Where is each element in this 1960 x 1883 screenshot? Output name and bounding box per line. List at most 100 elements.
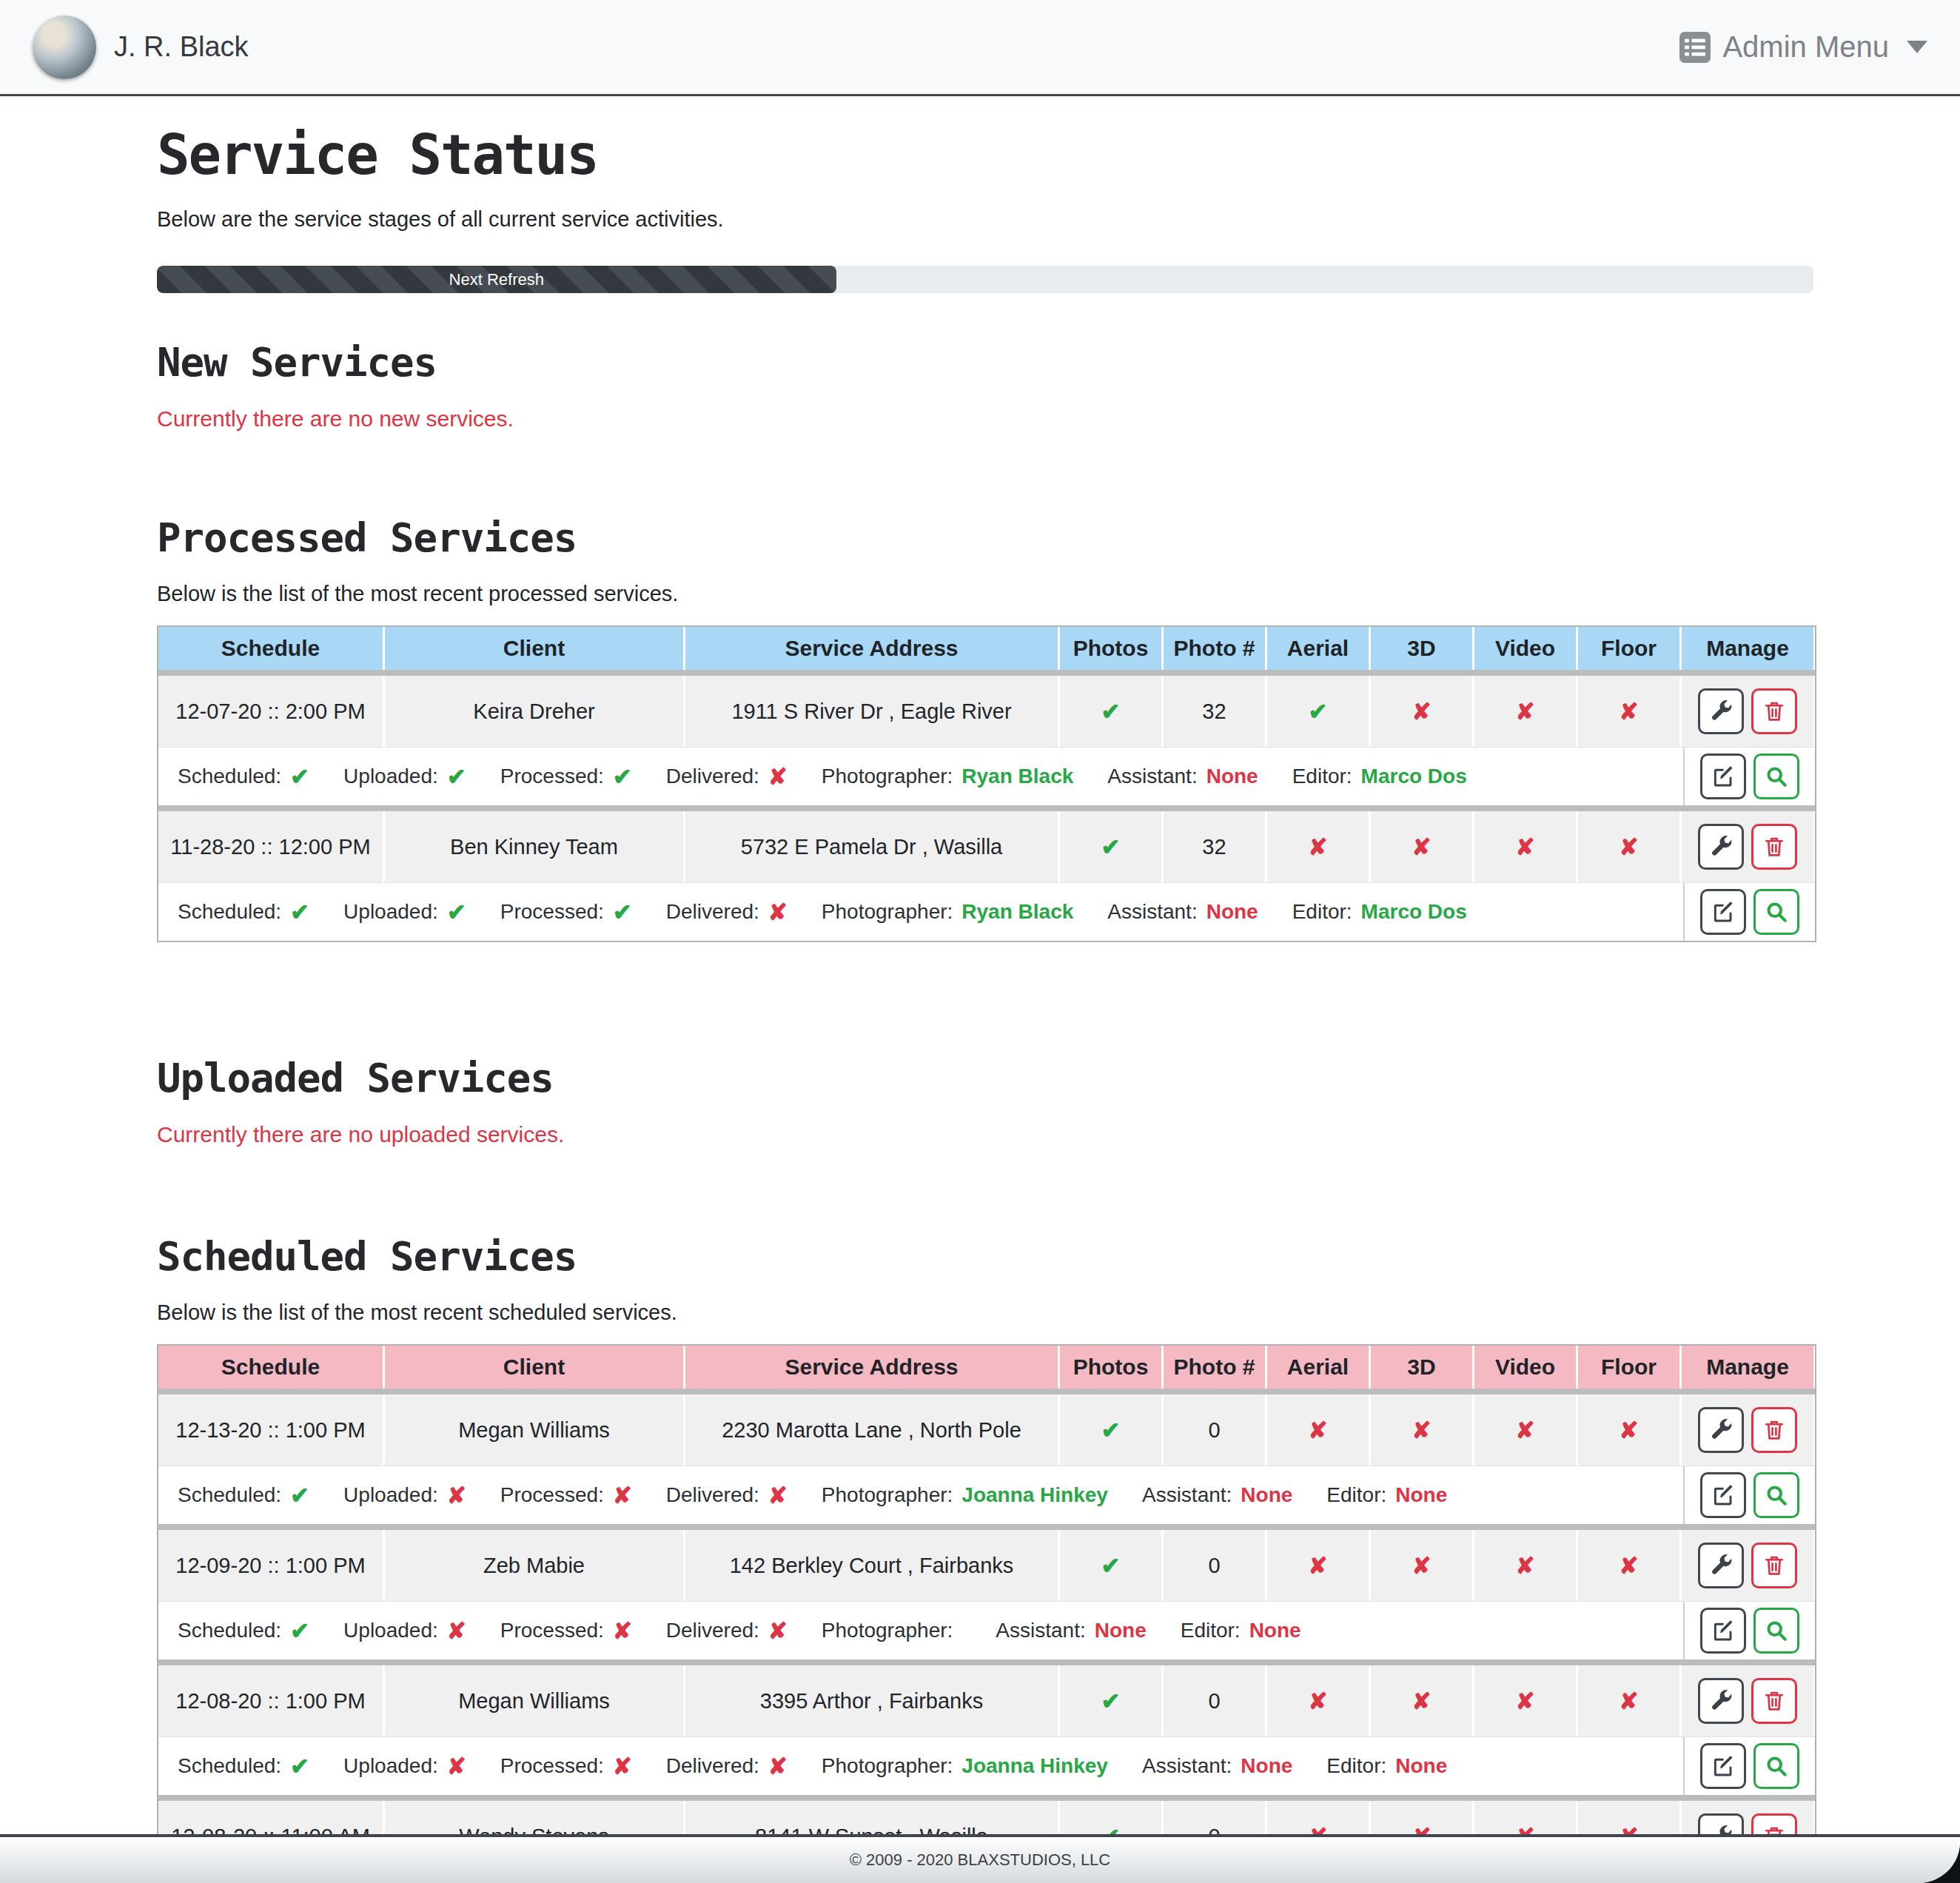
status-uploaded: Uploaded:✘ bbox=[343, 1754, 466, 1778]
address-cell: 3395 Arthor , Fairbanks bbox=[685, 1665, 1060, 1736]
photos-cell: ✔ bbox=[1060, 1394, 1164, 1466]
cross-icon: ✘ bbox=[1516, 700, 1535, 723]
column-header: 3D bbox=[1371, 1346, 1474, 1389]
status-uploaded: Uploaded: ✔ bbox=[343, 900, 466, 924]
view-button[interactable] bbox=[1753, 1472, 1799, 1518]
status-row-details: Scheduled:✔Uploaded:✘Processed:✘Delivere… bbox=[158, 1602, 1683, 1659]
column-header: Service Address bbox=[685, 1346, 1060, 1389]
delete-button[interactable] bbox=[1751, 824, 1797, 870]
scheduled-services-table: ScheduleClientService AddressPhotosPhoto… bbox=[157, 1344, 1816, 1883]
video-cell: ✘ bbox=[1474, 1394, 1578, 1466]
check-icon: ✔ bbox=[1309, 700, 1328, 723]
status-photographer: Photographer:Ryan Black bbox=[822, 900, 1073, 924]
cross-icon: ✘ bbox=[768, 1755, 788, 1778]
view-button[interactable] bbox=[1753, 889, 1799, 935]
status-assistant: Assistant:None bbox=[1142, 1754, 1292, 1778]
column-header: Photo # bbox=[1164, 627, 1267, 670]
address-cell: 5732 E Pamela Dr , Wasilla bbox=[685, 811, 1060, 882]
assistant-label: Assistant: bbox=[1142, 1754, 1232, 1778]
admin-menu-button[interactable]: Admin Menu bbox=[1679, 30, 1927, 64]
aerial-cell: ✔ bbox=[1267, 676, 1371, 747]
main-content: Service Status Below are the service sta… bbox=[157, 96, 1813, 1883]
status-assistant: Assistant:None bbox=[1107, 900, 1258, 924]
check-icon: ✔ bbox=[447, 901, 466, 924]
floor-cell: ✘ bbox=[1578, 1530, 1682, 1601]
manage-cell bbox=[1682, 1394, 1813, 1466]
uploaded-label: Uploaded: bbox=[343, 900, 438, 924]
delete-button[interactable] bbox=[1751, 1678, 1797, 1724]
view-button[interactable] bbox=[1753, 753, 1799, 799]
table-header-row: ScheduleClientService AddressPhotosPhoto… bbox=[158, 627, 1815, 670]
schedule-cell: 11-28-20 :: 12:00 PM bbox=[158, 811, 385, 882]
photographer-name: Ryan Black bbox=[961, 900, 1073, 924]
edit-button[interactable] bbox=[1700, 1608, 1746, 1654]
assistant-name: None bbox=[1206, 765, 1258, 788]
column-header: Aerial bbox=[1267, 1346, 1371, 1389]
wrench-button[interactable] bbox=[1698, 824, 1744, 870]
edit-button[interactable] bbox=[1700, 889, 1746, 935]
status-uploaded: Uploaded:✘ bbox=[343, 1483, 466, 1507]
check-icon: ✔ bbox=[1101, 700, 1121, 723]
3d-cell: ✘ bbox=[1371, 1665, 1474, 1736]
edit-button[interactable] bbox=[1700, 1472, 1746, 1518]
progress-label: Next Refresh bbox=[449, 270, 544, 289]
user-avatar[interactable] bbox=[33, 16, 96, 79]
edit-button[interactable] bbox=[1700, 1743, 1746, 1789]
editor-label: Editor: bbox=[1292, 900, 1352, 924]
top-navbar: J. R. Black Admin Menu bbox=[0, 0, 1960, 96]
delivered-label: Delivered: bbox=[666, 1619, 759, 1642]
column-header: Photo # bbox=[1164, 1346, 1267, 1389]
delete-button[interactable] bbox=[1751, 688, 1797, 734]
table-row: 12-09-20 :: 1:00 PMZeb Mabie142 Berkley … bbox=[158, 1530, 1815, 1601]
photo-count-cell: 0 bbox=[1164, 1665, 1267, 1736]
processed-services-heading: Processed Services bbox=[157, 514, 1813, 561]
list-icon bbox=[1679, 32, 1711, 63]
3d-cell: ✘ bbox=[1371, 676, 1474, 747]
scheduled-label: Scheduled: bbox=[178, 900, 281, 924]
address-cell: 1911 S River Dr , Eagle River bbox=[685, 676, 1060, 747]
status-scheduled: Scheduled:✔ bbox=[178, 765, 309, 788]
schedule-cell: 12-09-20 :: 1:00 PM bbox=[158, 1530, 385, 1601]
delete-button[interactable] bbox=[1751, 1543, 1797, 1588]
status-editor: Editor:Marco Dos bbox=[1292, 765, 1467, 788]
client-cell: Megan Williams bbox=[385, 1394, 685, 1466]
3d-cell: ✘ bbox=[1371, 1394, 1474, 1466]
uploaded-services-empty-message: Currently there are no uploaded services… bbox=[157, 1122, 1813, 1147]
edit-button[interactable] bbox=[1700, 753, 1746, 799]
status-processed: Processed:✘ bbox=[500, 1619, 632, 1642]
cross-icon: ✘ bbox=[1620, 836, 1639, 859]
cross-icon: ✘ bbox=[613, 1755, 632, 1778]
column-header: Manage bbox=[1682, 1346, 1813, 1389]
editor-label: Editor: bbox=[1326, 1483, 1386, 1507]
manage-cell bbox=[1682, 811, 1813, 882]
wrench-button[interactable] bbox=[1698, 1407, 1744, 1453]
cross-icon: ✘ bbox=[1620, 700, 1639, 723]
address-cell: 2230 Marotta Lane , North Pole bbox=[685, 1394, 1060, 1466]
aerial-cell: ✘ bbox=[1267, 1394, 1371, 1466]
status-row: Scheduled:✔Uploaded:✘Processed:✘Delivere… bbox=[158, 1736, 1815, 1795]
view-button[interactable] bbox=[1753, 1608, 1799, 1654]
photographer-name: Joanna Hinkey bbox=[961, 1754, 1108, 1778]
cross-icon: ✘ bbox=[1516, 836, 1535, 859]
floor-cell: ✘ bbox=[1578, 811, 1682, 882]
delete-button[interactable] bbox=[1751, 1407, 1797, 1453]
video-cell: ✘ bbox=[1474, 1530, 1578, 1601]
status-row: Scheduled:✔Uploaded:✘Processed:✘Delivere… bbox=[158, 1601, 1815, 1659]
wrench-button[interactable] bbox=[1698, 688, 1744, 734]
wrench-button[interactable] bbox=[1698, 1543, 1744, 1588]
status-uploaded: Uploaded:✘ bbox=[343, 1619, 466, 1642]
uploaded-services-heading: Uploaded Services bbox=[157, 1055, 1813, 1101]
cross-icon: ✘ bbox=[1516, 1419, 1535, 1442]
column-header: Floor bbox=[1578, 627, 1682, 670]
editor-name: None bbox=[1395, 1483, 1447, 1507]
status-photographer: Photographer:Joanna Hinkey bbox=[822, 1754, 1108, 1778]
client-cell: Keira Dreher bbox=[385, 676, 685, 747]
floor-cell: ✘ bbox=[1578, 676, 1682, 747]
wrench-button[interactable] bbox=[1698, 1678, 1744, 1724]
view-button[interactable] bbox=[1753, 1743, 1799, 1789]
photos-cell: ✔ bbox=[1060, 1665, 1164, 1736]
address-cell: 142 Berkley Court , Fairbanks bbox=[685, 1530, 1060, 1601]
status-delivered: Delivered:✘ bbox=[666, 1483, 788, 1507]
check-icon: ✔ bbox=[613, 765, 632, 788]
cross-icon: ✘ bbox=[1516, 1554, 1535, 1577]
